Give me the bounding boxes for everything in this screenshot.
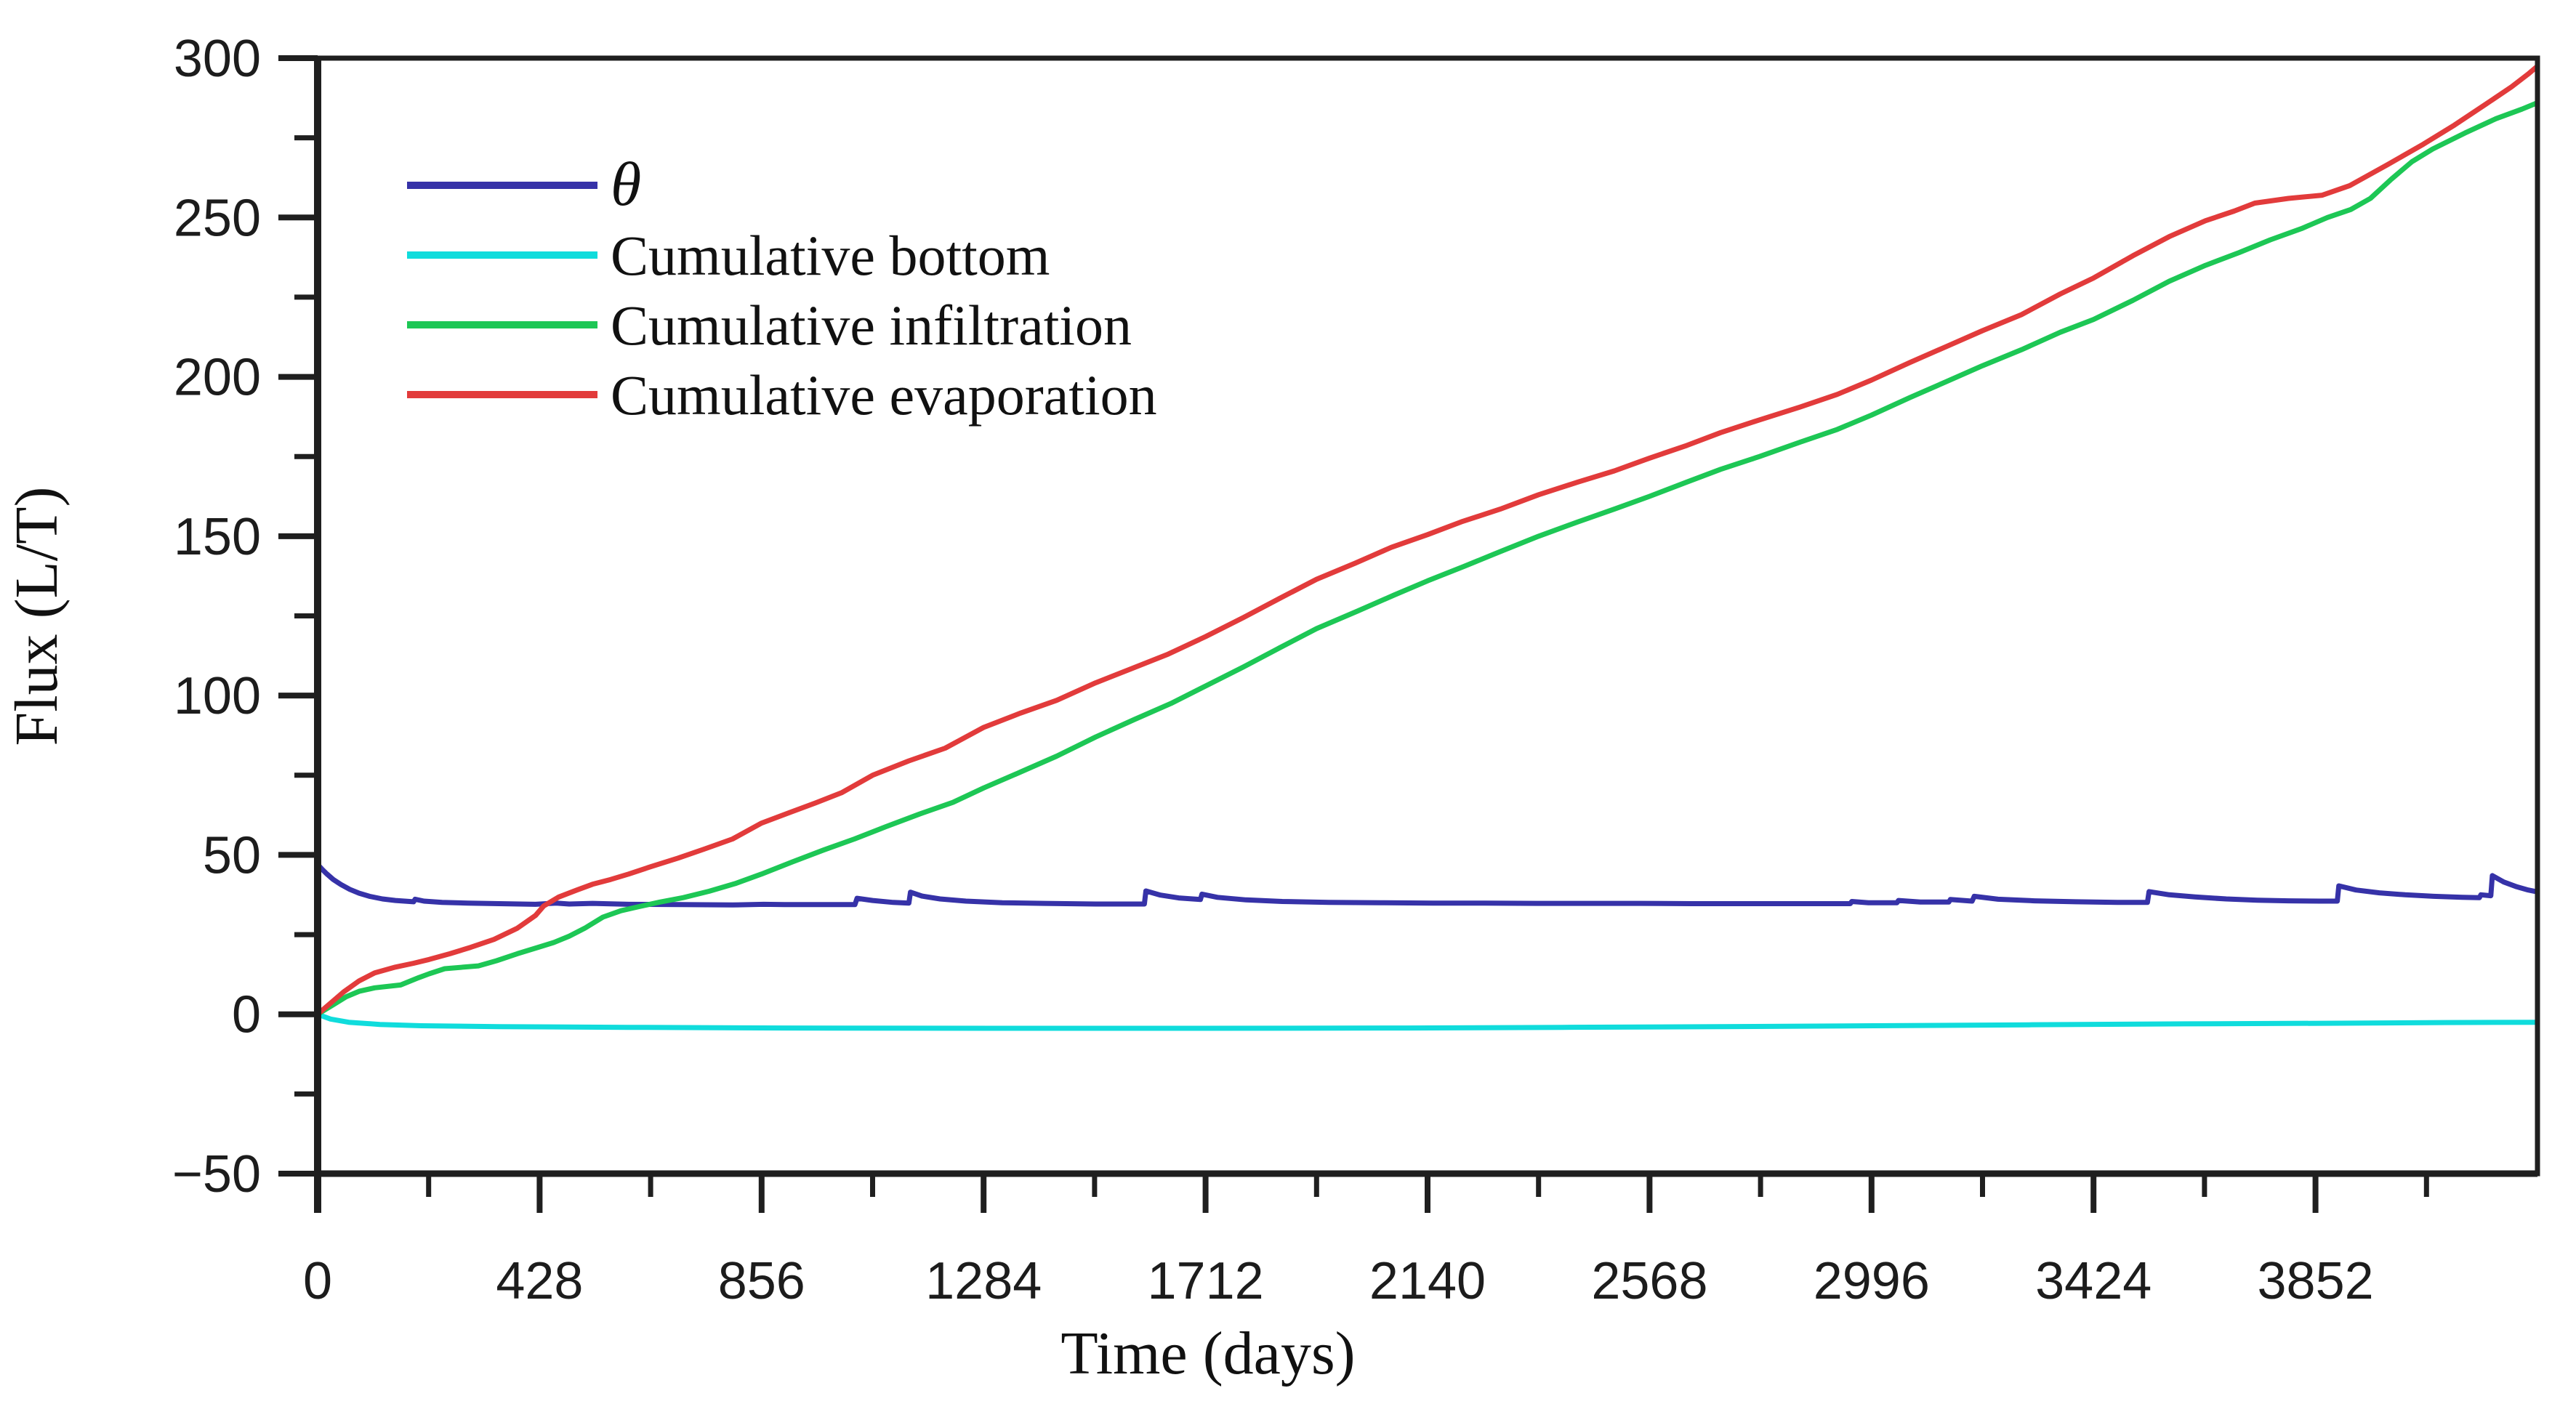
- legend-item-cumulative-bottom: Cumulative bottom: [407, 224, 1050, 287]
- axis-ticks: [278, 55, 2429, 1213]
- legend-label: θ: [611, 149, 641, 219]
- y-tick-label: 100: [174, 667, 261, 725]
- legend-item-cumulative-evaporation: Cumulative evaporation: [407, 363, 1157, 427]
- y-tick-label: 300: [174, 30, 261, 88]
- series-line-cumulative-bottom: [315, 1012, 2540, 1031]
- legend-label: Cumulative bottom: [611, 224, 1050, 287]
- tick-labels: 300 250 200 150 100 50 0 −50 0 428 856 1284 1712 2140…: [172, 30, 2374, 1310]
- series-line-cumulative-evaporation: [315, 63, 2540, 1017]
- y-tick-label: 50: [203, 826, 261, 884]
- x-tick-label: 0: [303, 1252, 332, 1310]
- y-tick-label: 250: [174, 189, 261, 247]
- x-tick-label: 1712: [1148, 1252, 1264, 1310]
- x-tick-label: 3424: [2035, 1252, 2152, 1310]
- legend-item-θ: θ: [407, 149, 641, 219]
- legend-item-cumulative-infiltration: Cumulative infiltration: [407, 294, 1132, 357]
- legend-label: Cumulative infiltration: [611, 294, 1132, 357]
- x-tick-label: 3852: [2258, 1252, 2374, 1310]
- x-tick-label: 2568: [1591, 1252, 1707, 1310]
- x-tick-label: 1284: [925, 1252, 1042, 1310]
- series-line-cumulative-infiltration: [315, 100, 2540, 1017]
- series-line-θ: [315, 862, 2540, 908]
- x-tick-label: 856: [718, 1252, 805, 1310]
- plot-frame: [314, 55, 2540, 1213]
- y-tick-label: 150: [174, 508, 261, 566]
- data-series-lines: [315, 63, 2540, 1031]
- y-tick-label: −50: [172, 1145, 261, 1203]
- x-tick-label: 428: [496, 1252, 583, 1310]
- x-axis-title: Time (days): [1060, 1320, 1355, 1387]
- legend-label: Cumulative evaporation: [611, 363, 1157, 427]
- y-axis-title: Flux (L/T): [3, 487, 71, 746]
- x-tick-label: 2140: [1369, 1252, 1486, 1310]
- y-tick-label: 200: [174, 349, 261, 407]
- x-tick-label: 2996: [1814, 1252, 1930, 1310]
- y-tick-label: 0: [232, 986, 261, 1044]
